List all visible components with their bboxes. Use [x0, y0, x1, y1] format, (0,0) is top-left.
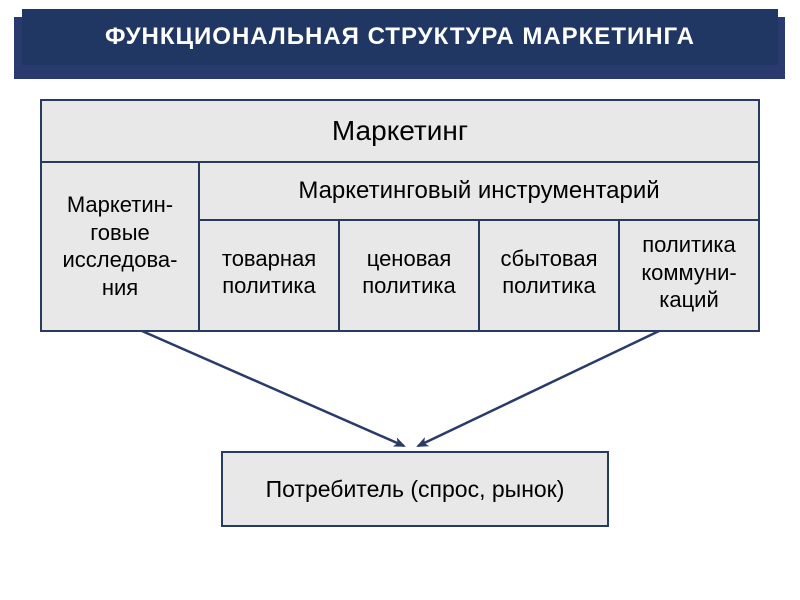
consumer-box: Потребитель (спрос, рынок) — [221, 451, 609, 527]
arrow-right — [418, 331, 659, 446]
arrow-left — [142, 331, 404, 446]
